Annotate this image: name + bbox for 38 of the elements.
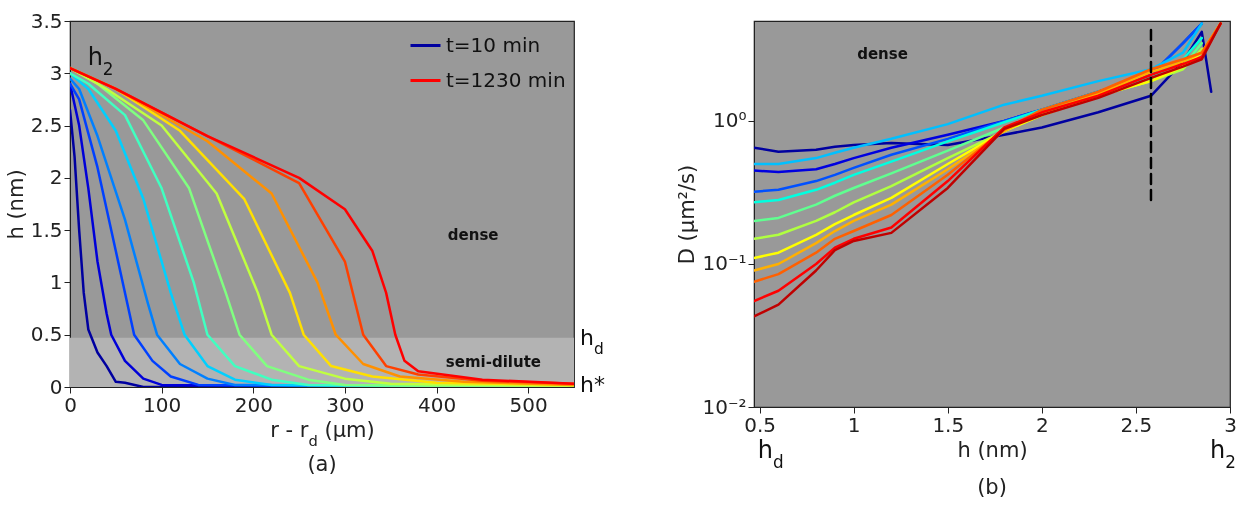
y-tick-label: 10⁻¹ [702,251,747,276]
y-tick-label: 2.5 [30,113,63,138]
y-tick-label: 1 [49,269,63,294]
y-tick-label: 0 [49,374,63,399]
y-axis-title: D (μm²/s) [675,164,700,265]
x-tick-label: 3 [1224,412,1237,437]
y-axis-title: h (nm) [3,169,28,240]
annotation: dense [447,226,499,245]
x-tick-label: 500 [509,392,548,417]
y-tick-label: 3 [49,60,63,85]
annotation: dense [857,44,908,63]
band-label: semi-dilute [445,353,541,372]
annotation: h$_{d}$ [580,324,604,358]
y-tick-label: 2 [49,165,63,190]
text: (a) [307,452,337,476]
y-tick-label: 3.5 [30,8,63,33]
text: (b) [977,475,1007,500]
x-tick-label: 0.5 [744,412,777,437]
y-tick-label: 0.5 [30,322,63,347]
x-tick-label: 400 [417,392,457,417]
x-tick-label: 200 [234,392,273,417]
legend-label: t=1230 min [446,67,566,92]
text: h$_{d}$ [757,436,784,473]
legend-label: t=10 min [446,32,541,57]
y-tick-label: 1.5 [30,217,63,242]
x-tick-label: 1.5 [932,412,965,437]
x-tick-label: 1 [847,412,861,437]
x-tick-label: 100 [143,392,182,417]
x-tick-label: 300 [326,392,365,417]
x-axis-title: r - r$_{d}$ (μm) [270,417,375,448]
annotation: h* [580,371,605,397]
y-tick-label: 10⁰ [713,108,747,133]
x-tick-label: 2 [1035,412,1049,437]
y-tick-label: 10⁻² [702,394,747,419]
x-axis-title: h (nm) [957,437,1028,462]
text: h$_{2}$ [1209,436,1236,473]
annotation: h$_{2}$ [87,42,114,79]
x-tick-label: 2.5 [1120,412,1153,437]
